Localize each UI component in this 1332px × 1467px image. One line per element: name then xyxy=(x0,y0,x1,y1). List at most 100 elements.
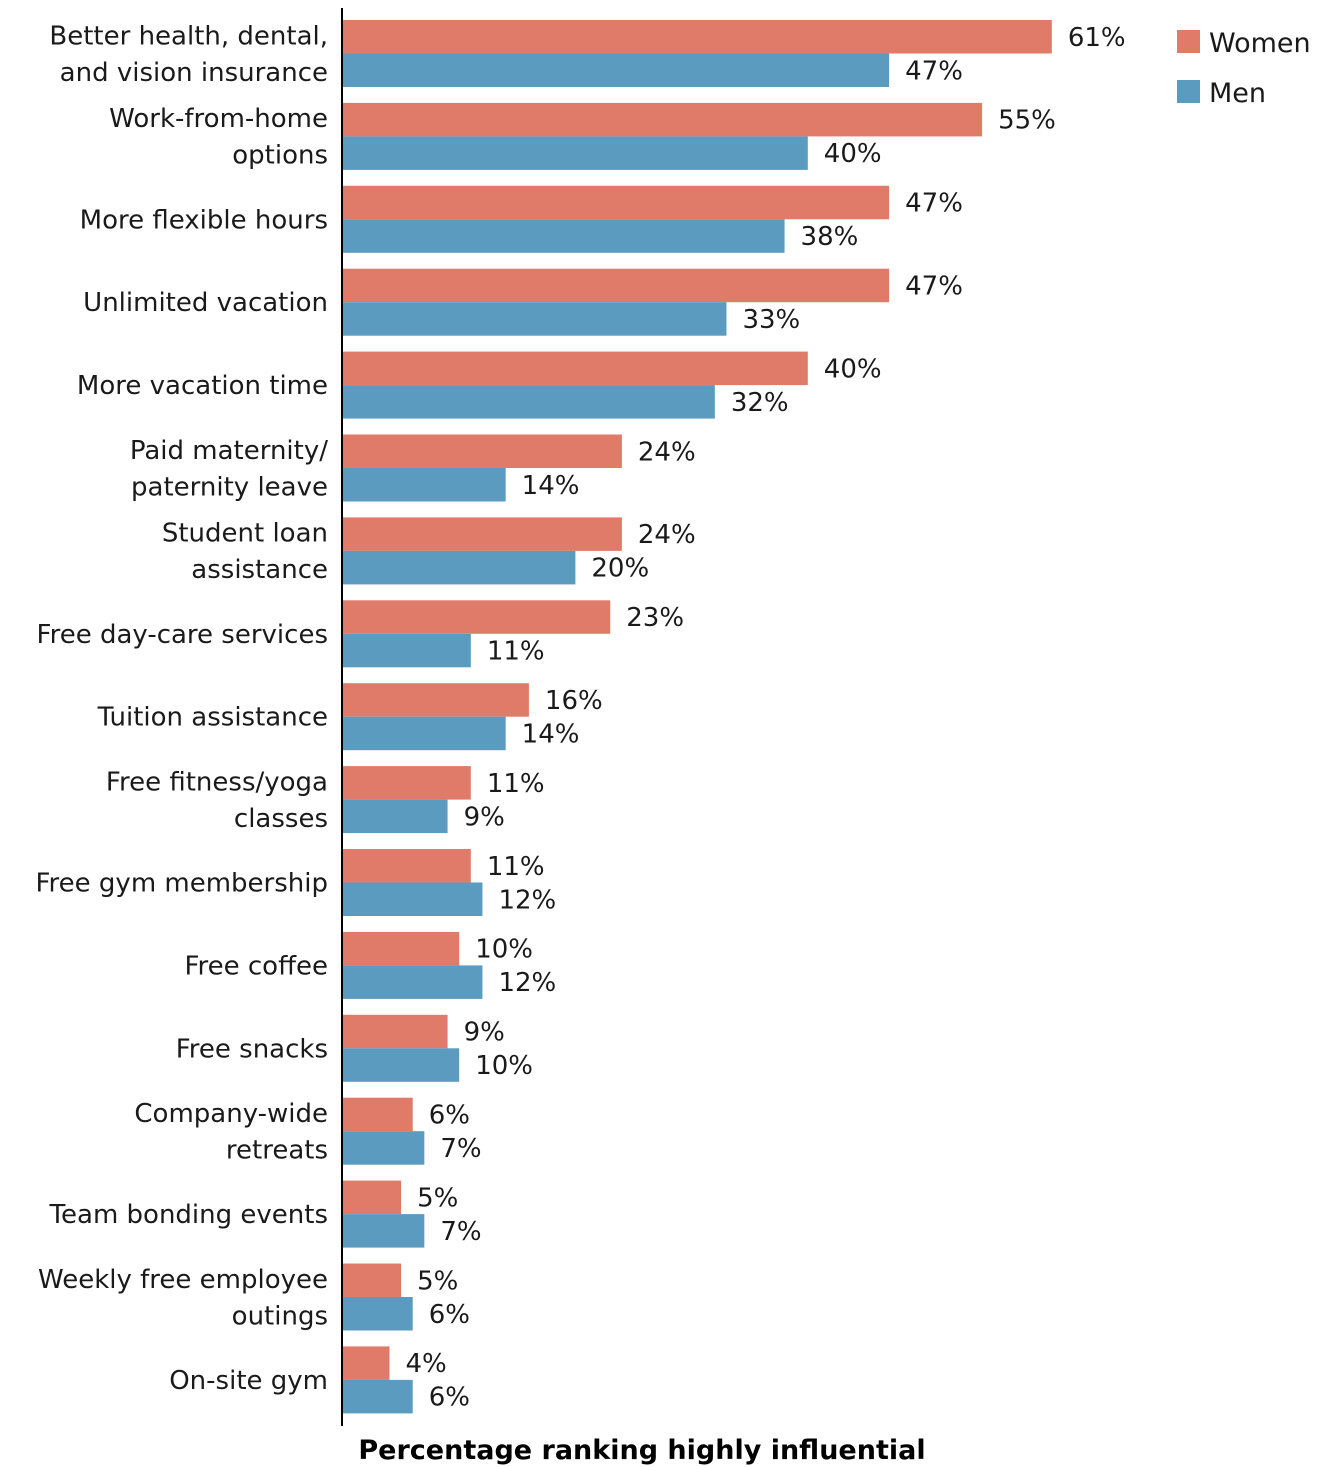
value-label-women-1: 55% xyxy=(998,106,1056,136)
value-label-women-2: 47% xyxy=(905,189,963,219)
category-label-14-line-0: Team bonding events xyxy=(49,1200,328,1230)
value-label-women-8: 16% xyxy=(545,686,603,716)
bar-women-15 xyxy=(343,1263,402,1297)
bar-men-10 xyxy=(343,882,483,916)
category-label-13-line-1: retreats xyxy=(226,1135,328,1165)
value-label-men-5: 14% xyxy=(522,471,580,501)
value-label-women-10: 11% xyxy=(487,852,545,882)
category-label-9-line-0: Free fitness/yoga xyxy=(106,767,328,797)
value-label-women-11: 10% xyxy=(475,935,533,965)
value-label-men-0: 47% xyxy=(905,56,963,86)
value-labels: 61% 47% 55% 40% 47% 38% 47% 33% 40% 32% 24% 14% 24% 2… xyxy=(405,23,1125,1413)
bar-women-3 xyxy=(343,268,890,303)
legend-label-men: Men xyxy=(1209,78,1266,109)
bar-men-2 xyxy=(343,219,785,253)
bar-women-7 xyxy=(343,600,611,634)
value-label-men-13: 7% xyxy=(440,1134,481,1164)
value-label-women-4: 40% xyxy=(824,354,882,384)
bar-women-5 xyxy=(343,434,622,468)
category-labels: Better health, dental, and vision insuran… xyxy=(35,21,328,1396)
legend-swatch-men xyxy=(1177,80,1200,103)
bar-men-1 xyxy=(343,136,808,170)
category-label-8-line-0: Tuition assistance xyxy=(97,703,328,733)
value-label-women-7: 23% xyxy=(626,603,684,633)
bar-women-13 xyxy=(343,1097,413,1132)
value-label-men-3: 33% xyxy=(742,305,800,335)
category-label-0-line-0: Better health, dental, xyxy=(49,21,328,51)
value-label-women-14: 5% xyxy=(417,1183,458,1213)
category-label-1-line-1: options xyxy=(232,141,328,171)
value-label-women-3: 47% xyxy=(905,271,963,301)
category-label-13-line-0: Company-wide xyxy=(134,1099,328,1129)
bar-women-9 xyxy=(343,766,471,800)
category-label-7-line-0: Free day-care services xyxy=(37,620,328,650)
bar-men-6 xyxy=(343,550,576,585)
value-label-men-16: 6% xyxy=(429,1383,470,1413)
value-label-women-12: 9% xyxy=(464,1018,505,1048)
category-label-10-line-0: Free gym membership xyxy=(35,869,328,899)
value-label-men-6: 20% xyxy=(591,554,649,584)
category-label-5-line-1: paternity leave xyxy=(131,472,328,502)
bar-men-11 xyxy=(343,965,483,999)
bar-men-7 xyxy=(343,633,471,668)
value-label-men-15: 6% xyxy=(429,1300,470,1330)
legend: Women Men xyxy=(1177,28,1311,109)
category-label-9-line-1: classes xyxy=(234,804,328,834)
category-label-11-line-0: Free coffee xyxy=(184,951,328,981)
value-label-women-15: 5% xyxy=(417,1266,458,1296)
bar-men-15 xyxy=(343,1297,413,1331)
category-label-15-line-0: Weekly free employee xyxy=(38,1265,328,1295)
value-label-women-6: 24% xyxy=(638,520,696,550)
bar-men-8 xyxy=(343,716,506,751)
bar-women-2 xyxy=(343,185,890,220)
category-label-5-line-0: Paid maternity/ xyxy=(130,436,328,466)
category-label-1-line-0: Work-from-home xyxy=(109,104,328,134)
bar-men-13 xyxy=(343,1131,425,1165)
bar-men-14 xyxy=(343,1214,425,1248)
value-label-men-7: 11% xyxy=(487,637,545,667)
bar-women-4 xyxy=(343,351,808,386)
category-label-0-line-1: and vision insurance xyxy=(60,58,328,88)
value-label-women-5: 24% xyxy=(638,437,696,467)
bar-men-12 xyxy=(343,1048,460,1082)
bar-women-0 xyxy=(343,20,1052,54)
category-label-3-line-0: Unlimited vacation xyxy=(83,288,328,318)
value-label-men-10: 12% xyxy=(498,885,556,915)
category-label-16-line-0: On-site gym xyxy=(169,1366,328,1396)
bar-women-16 xyxy=(343,1346,390,1380)
bar-men-3 xyxy=(343,302,727,336)
category-label-12-line-0: Free snacks xyxy=(176,1034,328,1064)
bar-men-9 xyxy=(343,799,448,834)
category-label-6-line-1: assistance xyxy=(191,555,328,585)
legend-label-women: Women xyxy=(1209,28,1311,59)
x-axis-label: Percentage ranking highly influential xyxy=(358,1435,925,1466)
value-label-men-11: 12% xyxy=(498,968,556,998)
category-label-4-line-0: More vacation time xyxy=(77,371,328,401)
bar-women-12 xyxy=(343,1014,448,1049)
value-label-men-12: 10% xyxy=(475,1051,533,1081)
value-label-women-16: 4% xyxy=(405,1349,446,1379)
bar-men-16 xyxy=(343,1379,413,1414)
value-label-men-1: 40% xyxy=(824,139,882,169)
value-label-women-9: 11% xyxy=(487,769,545,799)
bar-men-0 xyxy=(343,53,890,87)
value-label-men-9: 9% xyxy=(464,802,505,832)
value-label-women-0: 61% xyxy=(1068,23,1126,53)
bars-group xyxy=(343,20,1052,1414)
bar-women-11 xyxy=(343,931,460,966)
category-label-15-line-1: outings xyxy=(232,1301,328,1331)
bar-men-5 xyxy=(343,468,506,502)
bar-women-1 xyxy=(343,102,983,137)
bar-women-10 xyxy=(343,849,471,883)
bar-men-4 xyxy=(343,385,715,419)
value-label-men-8: 14% xyxy=(522,719,580,749)
value-label-men-4: 32% xyxy=(731,388,789,418)
value-label-men-14: 7% xyxy=(440,1217,481,1247)
value-label-women-13: 6% xyxy=(429,1100,470,1130)
bar-women-6 xyxy=(343,517,622,551)
category-label-2-line-0: More flexible hours xyxy=(80,205,328,235)
bar-women-14 xyxy=(343,1180,402,1215)
value-label-men-2: 38% xyxy=(801,222,859,252)
bar-women-8 xyxy=(343,683,529,717)
